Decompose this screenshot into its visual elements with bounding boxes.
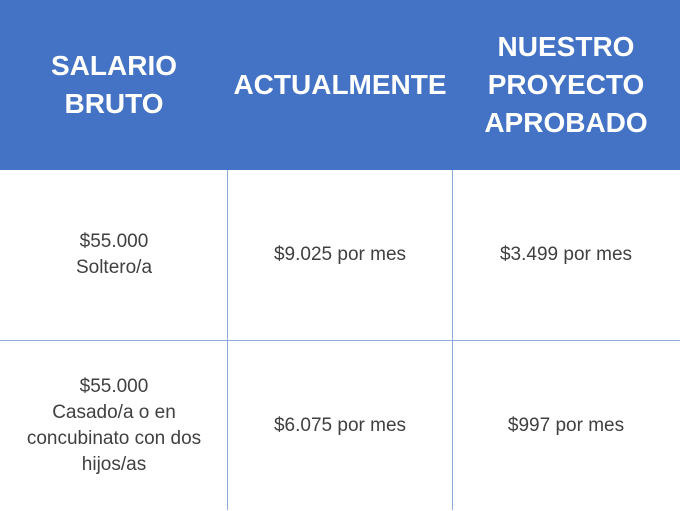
- cell-proyecto: $3.499 por mes: [499, 244, 633, 265]
- cell-salario: $55.000 Soltero/a: [0, 170, 228, 340]
- cell-proyecto: $997 por mes: [507, 414, 625, 436]
- column-divider: [452, 170, 453, 510]
- table-header-row: SALARIO BRUTO ACTUALMENTE NUESTRO PROYEC…: [0, 0, 680, 170]
- cell-salario-line: Soltero/a: [75, 257, 153, 278]
- table-row: $55.000 Soltero/a $9.025 por mes $3.499 …: [0, 170, 680, 340]
- cell-actualmente: $9.025 por mes: [273, 244, 407, 265]
- table-row: $55.000 Casado/a o en concubinato con do…: [0, 340, 680, 511]
- header-salario-bruto: SALARIO BRUTO: [51, 50, 177, 119]
- cell-salario-line: hijos/as: [81, 453, 147, 475]
- cell-salario-line: $55.000: [79, 375, 149, 397]
- header-actualmente: ACTUALMENTE: [233, 69, 447, 100]
- column-divider: [227, 170, 228, 510]
- cell-salario-line: concubinato con dos: [26, 427, 202, 449]
- cell-actualmente: $6.075 por mes: [273, 414, 407, 436]
- cell-salario-line: $55.000: [79, 231, 149, 252]
- cell-salario: $55.000 Casado/a o en concubinato con do…: [0, 341, 228, 510]
- cell-salario-line: Casado/a o en: [52, 401, 176, 423]
- header-nuestro-proyecto: NUESTRO PROYECTO APROBADO: [484, 31, 648, 138]
